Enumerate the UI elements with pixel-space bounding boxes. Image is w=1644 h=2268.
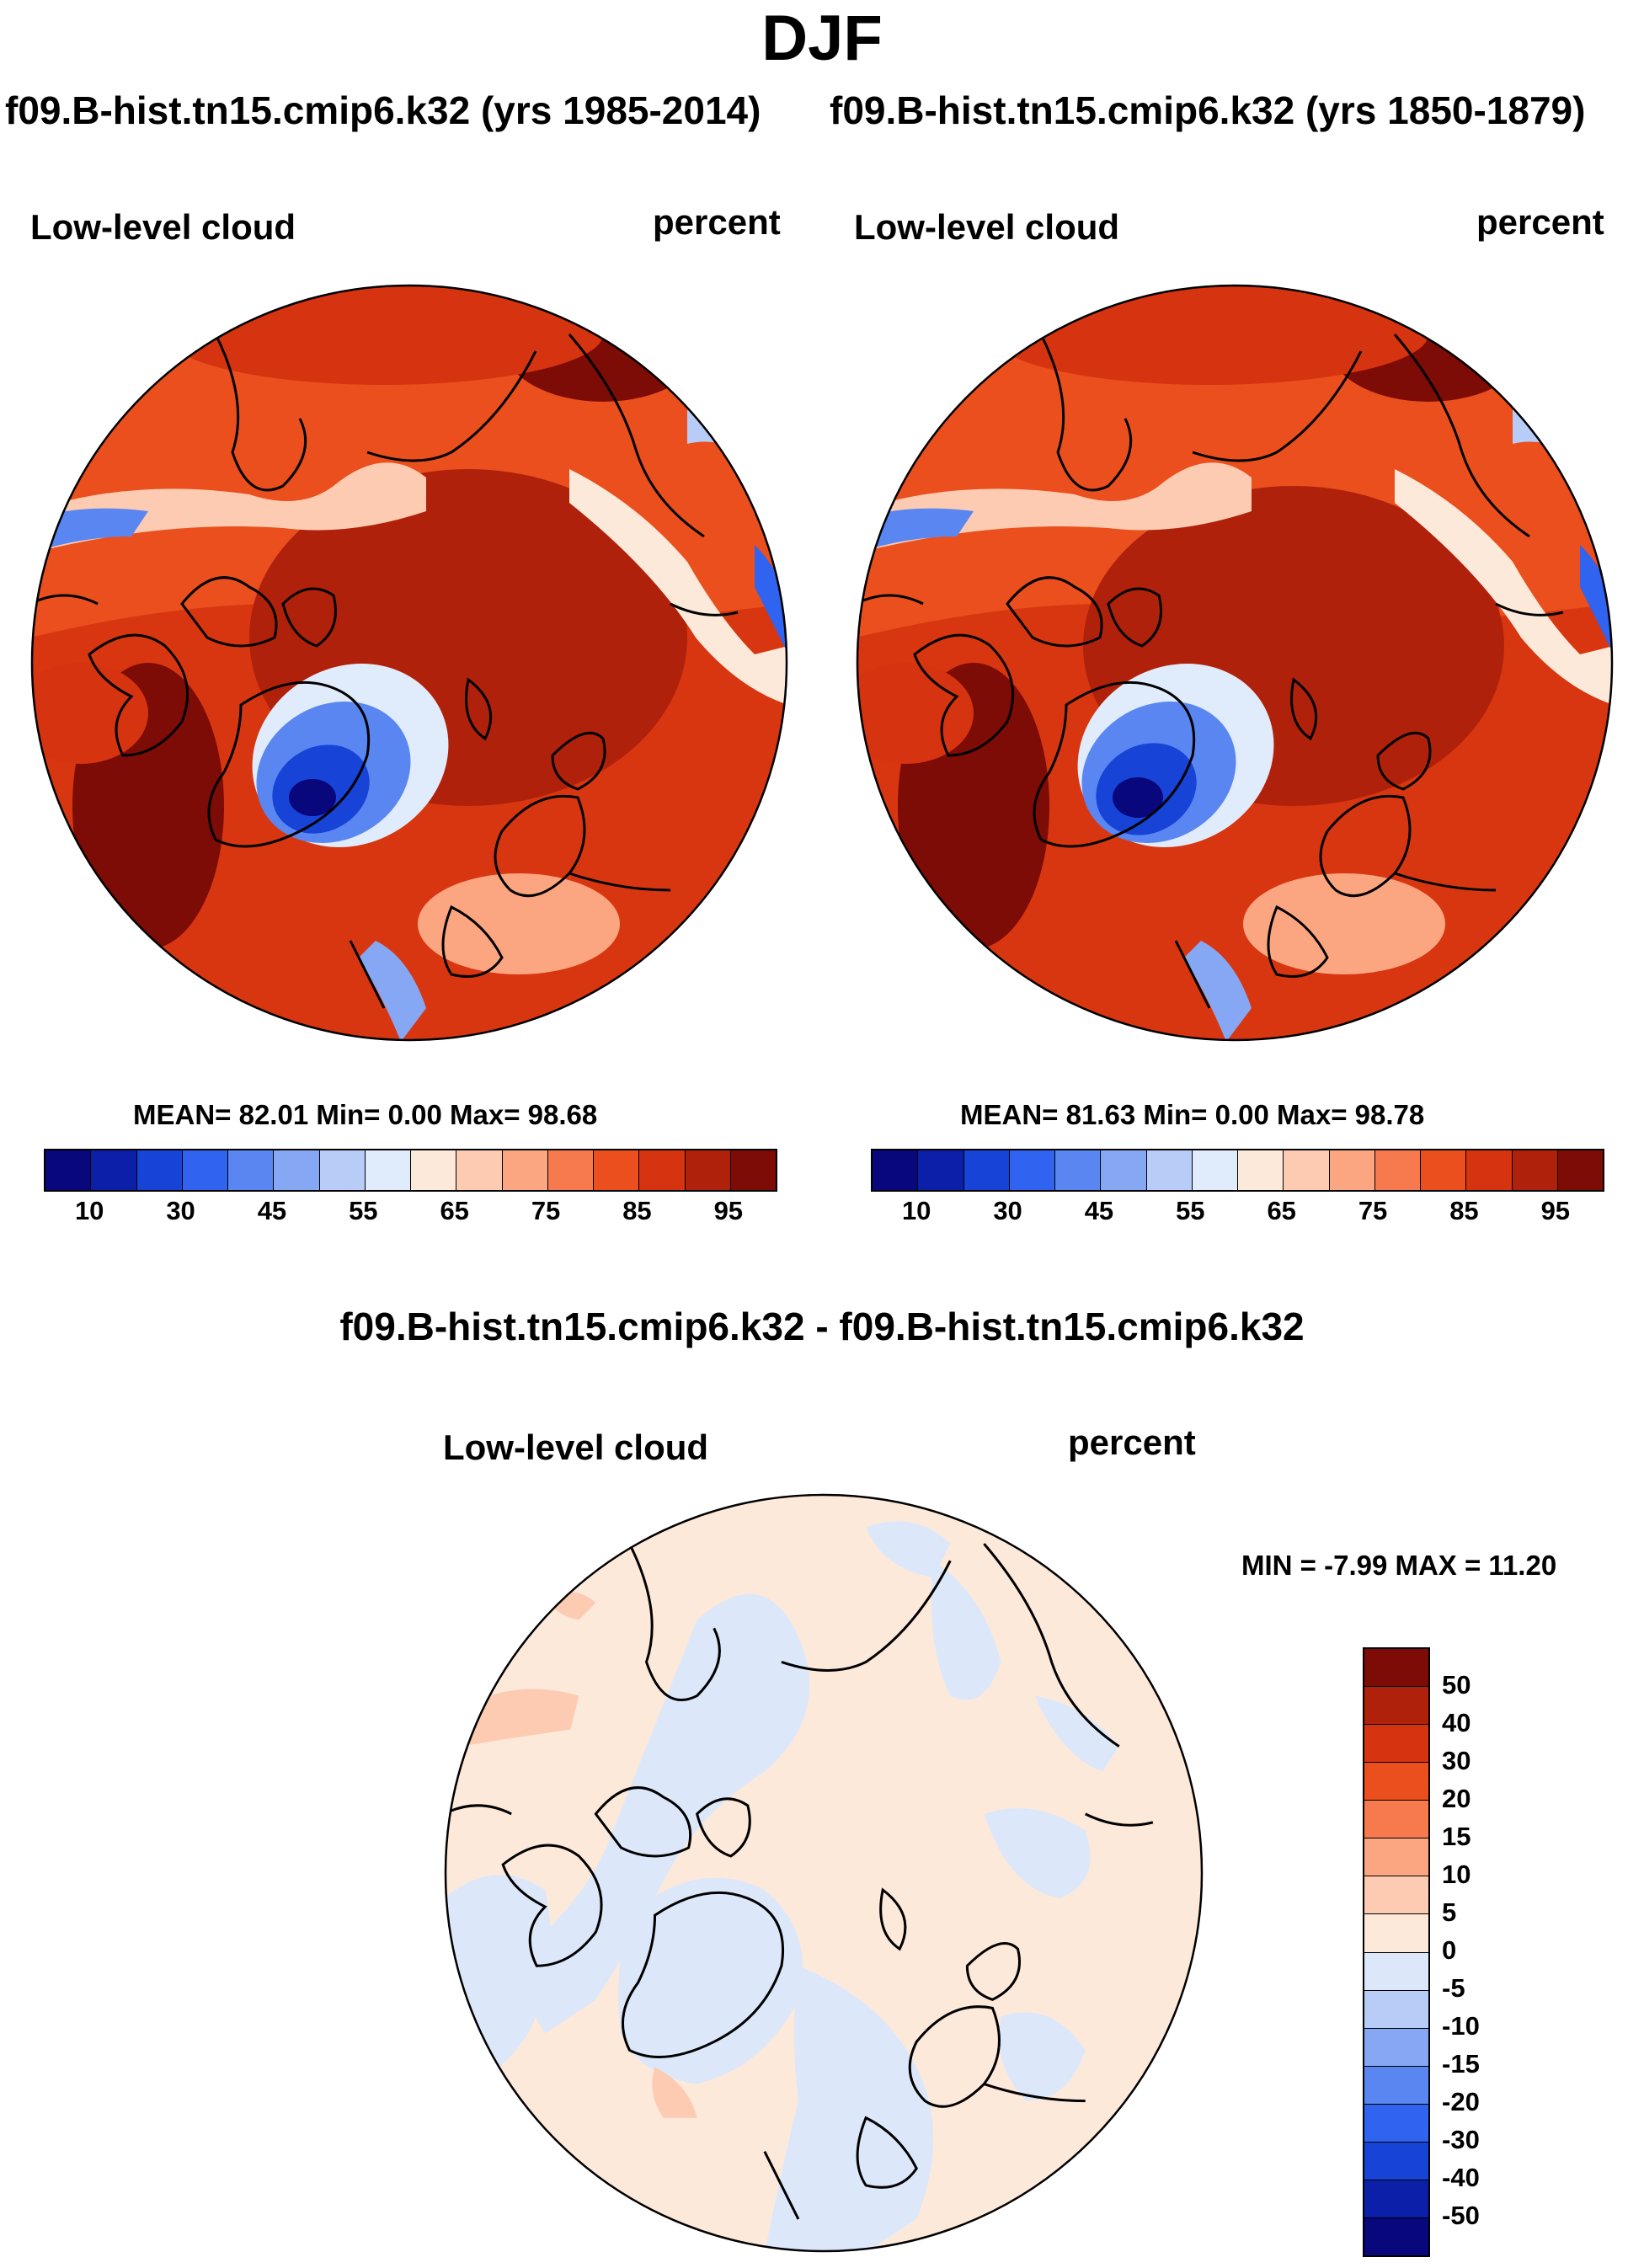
colorbar-tick-label: 30 [1442,1746,1471,1775]
colorbar-tick-label: 55 [1176,1196,1205,1225]
colorbar-swatch [1466,1150,1513,1190]
colorbar-tick-label: 95 [1540,1196,1571,1225]
colorbar-swatch [1364,2028,1428,2067]
colorbar-tick-label: -10 [1442,2011,1480,2041]
diff-minmax: MIN = -7.99 MAX = 11.20 [1241,1550,1557,1581]
colorbar-swatch [91,1150,137,1190]
colorbar-swatch [918,1150,964,1190]
colorbar-swatch [411,1150,457,1190]
colorbar-swatch [1364,1649,1428,1688]
colorbar-swatch [685,1150,731,1190]
diff-title: f09.B-hist.tn15.cmip6.k32 - f09.B-hist.t… [339,1305,1305,1348]
colorbar-swatch [1364,1801,1428,1839]
colorbar-tick-label: 20 [1442,1784,1471,1813]
colorbar-tick-label: 75 [531,1196,561,1225]
colorbar-swatch [594,1150,640,1190]
colorbar-swatch [1364,2142,1428,2180]
colorbar-swatch [1146,1150,1193,1190]
colorbar-swatch [1374,1150,1421,1190]
colorbar-swatch [1557,1150,1603,1190]
right-units-label: percent [1476,202,1604,242]
colorbar-tick-label: 30 [166,1196,195,1225]
colorbar-tick-label: 65 [440,1196,469,1225]
colorbar-tick-label: 85 [622,1196,652,1225]
diff-polar-map [444,1493,1204,2253]
colorbar-swatch [45,1150,92,1190]
figure-title: DJF [761,3,883,74]
colorbar-swatch [963,1150,1010,1190]
colorbar-tick-label: 95 [713,1196,744,1225]
colorbar-swatch [1329,1150,1375,1190]
colorbar-swatch [1364,1952,1428,1991]
colorbar-tick-label: 40 [1442,1708,1471,1737]
left-variable-label: Low-level cloud [30,207,296,247]
colorbar-tick-label: -30 [1442,2125,1480,2154]
colorbar-swatch [1364,1838,1428,1877]
left-stats: MEAN= 82.01 Min= 0.00 Max= 98.68 [133,1099,598,1130]
right-variable-label: Low-level cloud [854,207,1120,247]
colorbar-swatch [1364,1876,1428,1915]
colorbar-swatch [182,1150,228,1190]
colorbar-swatch [228,1150,275,1190]
left-units-label: percent [653,202,781,242]
colorbar-tick-label: 10 [74,1196,104,1225]
right-polar-map [856,284,1614,1042]
colorbar-tick-label: -40 [1442,2163,1480,2192]
colorbar-swatch [1009,1150,1055,1190]
colorbar-swatch [1364,1725,1428,1764]
colorbar-tick-label: 45 [257,1196,287,1225]
colorbar-swatch [1512,1150,1558,1190]
colorbar-swatch [1364,2104,1428,2143]
colorbar-swatch [1284,1150,1330,1190]
diff-units-label: percent [1068,1422,1196,1462]
colorbar-swatch [1364,2066,1428,2105]
colorbar-swatch [1364,1763,1428,1801]
colorbar-swatch [136,1150,183,1190]
colorbar-swatch [730,1150,776,1190]
diff-colorbar [1363,1647,1430,2257]
colorbar-tick-label: 45 [1084,1196,1114,1225]
diff-variable-label: Low-level cloud [443,1428,709,1467]
left-colorbar [44,1149,777,1192]
colorbar-swatch [1364,1990,1428,2029]
colorbar-tick-label: 55 [349,1196,378,1225]
colorbar-tick-label: 10 [1442,1860,1471,1889]
colorbar-swatch [319,1150,366,1190]
colorbar-swatch [1101,1150,1147,1190]
colorbar-swatch [456,1150,503,1190]
colorbar-tick-label: 10 [901,1196,931,1225]
colorbar-swatch [547,1150,594,1190]
colorbar-tick-label: 75 [1358,1196,1388,1225]
right-stats: MEAN= 81.63 Min= 0.00 Max= 98.78 [960,1099,1425,1130]
colorbar-tick-label: 85 [1449,1196,1479,1225]
colorbar-swatch [1192,1150,1238,1190]
colorbar-tick-label: 30 [993,1196,1022,1225]
colorbar-tick-label: -20 [1442,2087,1480,2116]
colorbar-swatch [502,1150,548,1190]
colorbar-tick-label: 15 [1442,1822,1471,1851]
case-title-left: f09.B-hist.tn15.cmip6.k32 (yrs 1985-2014… [5,88,761,132]
colorbar-swatch [1364,2180,1428,2218]
colorbar-swatch [1364,1914,1428,1953]
colorbar-tick-label: 65 [1267,1196,1296,1225]
right-colorbar [871,1149,1604,1192]
case-title-right: f09.B-hist.tn15.cmip6.k32 (yrs 1850-1879… [830,88,1586,132]
colorbar-swatch [1055,1150,1102,1190]
colorbar-swatch [1238,1150,1284,1190]
colorbar-tick-label: 50 [1442,1670,1471,1700]
colorbar-tick-label: 0 [1442,1935,1457,1965]
colorbar-swatch [1421,1150,1467,1190]
colorbar-swatch [1364,1687,1428,1726]
colorbar-tick-label: -5 [1442,1973,1465,2003]
colorbar-swatch [274,1150,320,1190]
colorbar-swatch [1364,2217,1428,2255]
colorbar-swatch [639,1150,686,1190]
left-polar-map [30,284,788,1042]
colorbar-tick-label: -15 [1442,2049,1480,2079]
colorbar-swatch [365,1150,411,1190]
colorbar-tick-label: -50 [1442,2201,1480,2230]
colorbar-tick-label: 5 [1442,1897,1457,1927]
colorbar-swatch [873,1150,919,1190]
